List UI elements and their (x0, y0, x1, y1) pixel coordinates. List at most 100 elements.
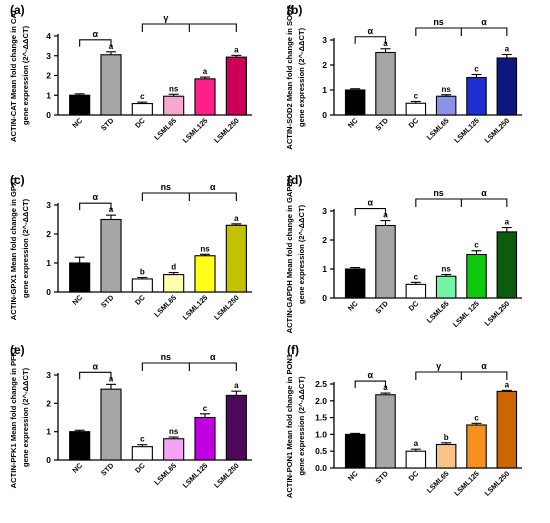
bar-significance-label: a (414, 439, 419, 448)
bar (194, 255, 216, 293)
x-tick-label: DC (407, 116, 421, 130)
y-tick-label: 0 (46, 455, 51, 465)
bar (375, 51, 396, 116)
bar (163, 95, 185, 116)
bar (100, 218, 122, 293)
bracket-label: α (93, 192, 99, 202)
y-tick-label: 1 (46, 258, 51, 268)
bracket-label: α (93, 29, 99, 39)
bar-significance-label: a (234, 45, 239, 54)
x-tick-label: STD (373, 299, 390, 316)
bracket-label: ns (161, 352, 172, 362)
bar-significance-label: ns (169, 427, 179, 436)
bar-significance-label: d (171, 263, 176, 272)
y-tick-label: 0 (46, 110, 51, 120)
bar (69, 431, 91, 461)
bar (69, 262, 91, 293)
y-tick-label: 0 (46, 287, 51, 297)
bracket-label: α (481, 361, 487, 371)
y-tick-label: 0 (322, 293, 327, 303)
bar (496, 57, 518, 116)
x-tick-label: DC (407, 299, 421, 313)
y-tick-label: 2.0 (315, 396, 327, 406)
panel-label: (b) (287, 3, 302, 17)
bar (405, 102, 427, 116)
y-axis-label: gene expression (2^-ΔΔCT) (21, 367, 30, 467)
y-axis-label: ACTIN-SOD2 Mean fold change in SOD2 (285, 5, 294, 149)
bracket-label: α (368, 198, 374, 208)
chart-panel-6: (f)ACTIN-PON1 Mean fold change in PON1 ge… (285, 343, 522, 498)
y-tick-label: 2 (322, 60, 327, 70)
bar (435, 443, 457, 469)
y-axis-label: ACTIN-PFK1 Mean fold change in PFK1 (9, 346, 18, 489)
panel-label: (f) (287, 343, 299, 357)
bar (405, 450, 427, 469)
significance-bracket (354, 208, 387, 216)
y-tick-label: 2 (322, 235, 327, 245)
y-axis-label: gene expression (2^-ΔΔCT) (21, 198, 30, 298)
significance-bracket (354, 380, 387, 389)
y-axis-label: ACTIN-PON1 Mean fold change in PON1 (285, 353, 294, 498)
bracket-label: ns (161, 182, 172, 192)
y-tick-label: 2 (46, 398, 51, 408)
bar (466, 424, 487, 469)
y-axis-label: ACTIN-CAT Mean fold change in CAT (9, 9, 18, 142)
x-tick-label: LSML65 (425, 469, 451, 495)
y-tick-label: 3 (46, 200, 51, 210)
bar (225, 224, 247, 293)
x-tick-label: STD (99, 116, 116, 133)
y-tick-label: 4 (46, 31, 51, 41)
bracket-label: γ (436, 361, 441, 371)
bracket-label: α (481, 17, 487, 27)
bar (344, 433, 366, 469)
bar-significance-label: ns (441, 265, 451, 274)
bar-significance-label: c (414, 272, 419, 281)
bar (375, 394, 396, 469)
bar (194, 416, 216, 461)
y-tick-label: 1 (46, 90, 51, 100)
bar (496, 390, 518, 469)
significance-bracket (79, 39, 112, 47)
y-tick-label: 3 (322, 35, 327, 45)
bar (163, 274, 185, 293)
bar-significance-label: c (474, 241, 479, 250)
bar (194, 78, 216, 116)
y-tick-label: 1 (322, 85, 327, 95)
x-tick-label: STD (99, 461, 116, 478)
x-tick-label: NC (346, 299, 360, 313)
chart-panel-3: (c)ACTIN-GPX1 Mean fold change in GPX1 ge… (9, 173, 252, 322)
bracket-label: γ (163, 13, 168, 23)
x-tick-label: LSML 125 (451, 299, 481, 329)
bar-significance-label: b (444, 433, 449, 442)
x-tick-label: NC (70, 116, 84, 130)
bar (435, 275, 457, 299)
y-tick-label: 0.5 (315, 446, 327, 456)
y-axis-label: gene expression (2^-ΔΔCT) (21, 25, 30, 125)
y-tick-label: 2 (46, 229, 51, 239)
x-tick-label: LSML250 (483, 469, 512, 498)
x-tick-label: LSML125 (452, 116, 481, 145)
x-tick-label: NC (70, 293, 84, 307)
y-axis-label: ACTIN-GPX1 Mean fold change in GPX1 (9, 176, 18, 320)
bar-significance-label: c (474, 413, 479, 422)
bracket-label: α (368, 26, 374, 36)
chart-panel-5: (e)ACTIN-PFK1 Mean fold change in PFK1 ge… (9, 343, 252, 490)
x-tick-label: LSML125 (181, 293, 210, 322)
bracket-label: ns (433, 188, 444, 198)
panel-label: (d) (287, 173, 302, 187)
x-tick-label: LSML125 (181, 116, 210, 145)
bar (131, 446, 153, 461)
y-axis-label: ACTIN-GAPDH Mean fold change in GAPDH (285, 176, 294, 334)
y-tick-label: 1 (322, 264, 327, 274)
y-tick-label: 3 (322, 206, 327, 216)
x-tick-label: NC (346, 116, 360, 130)
x-tick-label: LSML250 (212, 116, 241, 145)
y-tick-label: 1 (46, 427, 51, 437)
bar (344, 89, 366, 116)
x-tick-label: LSML125 (181, 461, 210, 490)
x-tick-label: LSML65 (425, 116, 451, 142)
chart-panel-4: (d)ACTIN-GAPDH Mean fold change in GAPDH… (285, 173, 522, 333)
bracket-label: α (368, 370, 374, 380)
x-tick-label: DC (133, 461, 147, 475)
significance-bracket (354, 36, 387, 44)
